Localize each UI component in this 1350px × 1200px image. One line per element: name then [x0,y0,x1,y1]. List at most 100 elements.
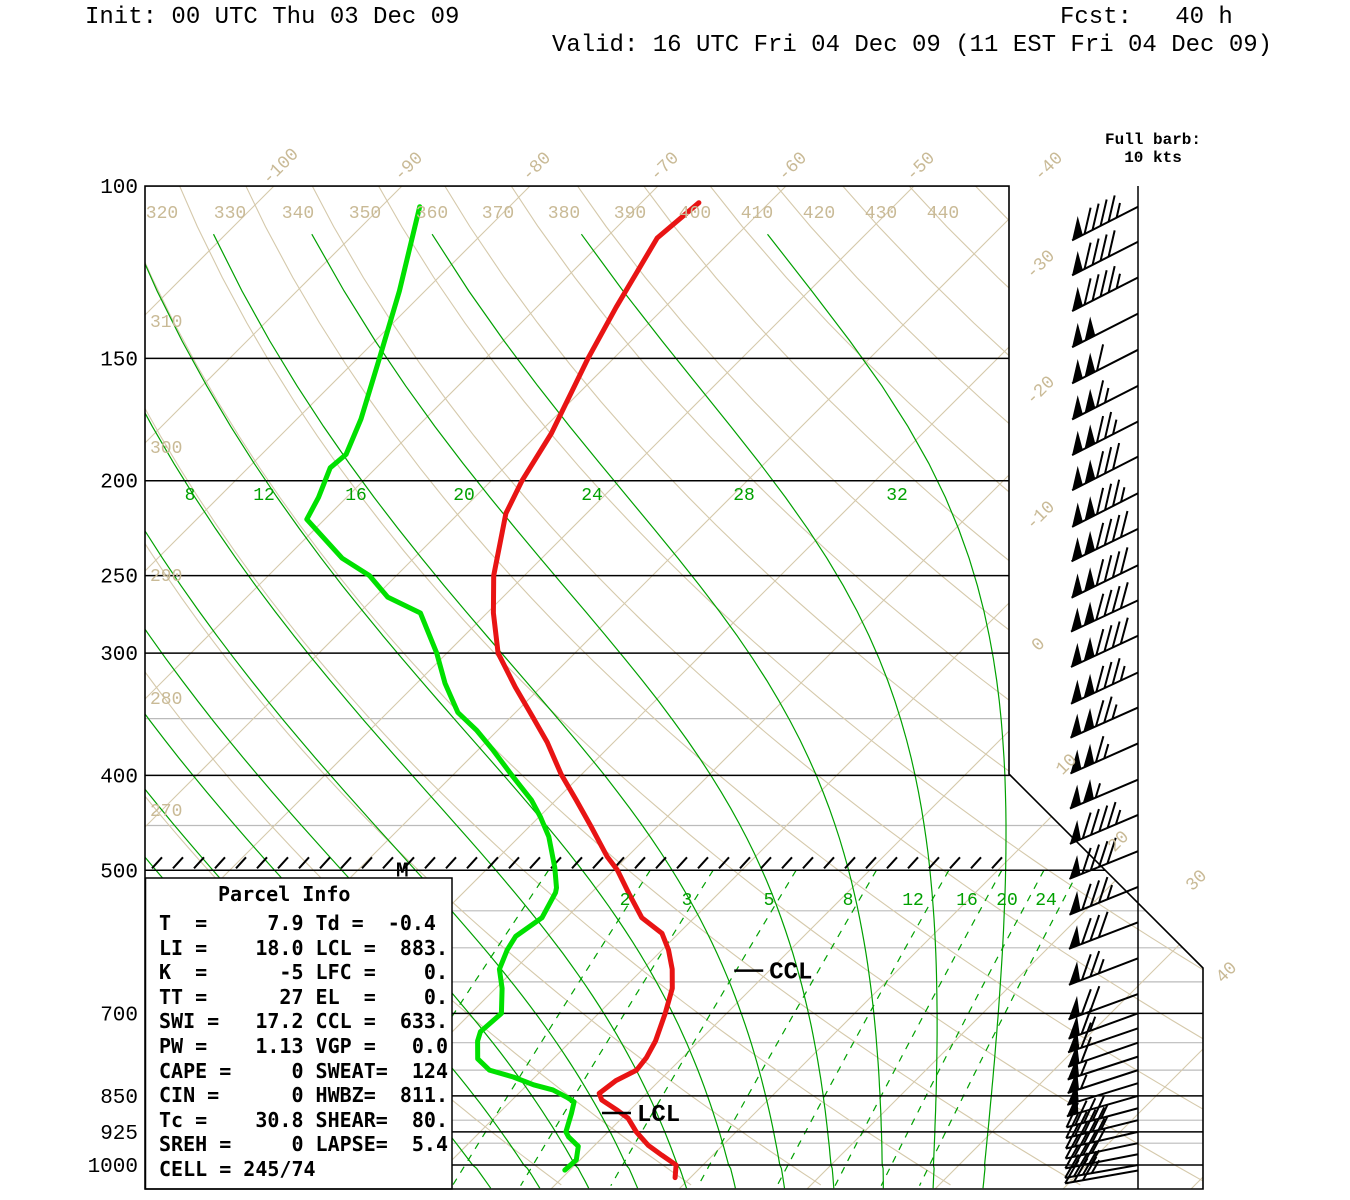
wind-barb-404 [1069,778,1139,810]
moist-adiabat-label-20: 20 [453,486,475,506]
hatch-tick [319,856,331,869]
isotherm-30 [934,186,1203,1189]
isotherm--90 [145,186,403,1189]
dry-adiabat-380 [564,186,1203,1186]
mixing-ratio-label-3: 3 [682,891,693,911]
isotherm-label-top--90: -90 [391,149,428,186]
dry-adiabat-label-410: 410 [741,204,773,224]
wind-barb-244 [1071,547,1139,599]
mixing-ratio-8 [697,869,877,1186]
isotherm-50 [1190,186,1203,1189]
moist-adiabat-label-16: 16 [345,486,367,506]
hatch-tick [256,856,268,869]
isotherm-label-right--20: -20 [1023,373,1060,410]
mixing-ratio-label-5: 5 [764,891,775,911]
pressure-label-250: 250 [100,567,138,590]
temperature-curve [490,200,702,1181]
hatch-tick [634,856,646,869]
hatch-tick [676,856,688,869]
hatch-tick [361,856,373,869]
dry-adiabat-340 [302,186,1203,1186]
wind-barb-124 [1071,265,1139,312]
sounding-profiles [304,200,702,1181]
dry-adiabat-label-340: 340 [282,204,314,224]
isotherm--60 [145,186,787,1189]
wind-barb-850 [1066,1093,1139,1118]
hatch-tick [802,856,814,869]
hatch-tick [592,856,604,869]
hatch-tick [172,856,184,869]
mixing-ratio-5 [610,869,797,1186]
level-markers: LCL CCL [601,960,812,1129]
dry-adiabat-label-left-310: 310 [150,313,182,333]
wind-barb-478 [1069,837,1139,880]
hatch-tick [697,856,709,869]
forecast-hour-label: Fcst: 40 h [1060,4,1233,31]
wind-barb-341 [1069,696,1139,739]
hatch-tick [928,856,940,869]
dry-adiabat-320 [171,186,1203,1186]
mixing-ratio-label-8: 8 [843,891,854,911]
hatch-tick [886,856,898,869]
hatch-tick [823,856,835,869]
moist-adiabat-20 [311,233,835,1189]
wind-barb-206 [1071,479,1139,528]
pressure-label-300: 300 [100,644,138,667]
dry-adiabat-350 [368,186,1203,1186]
moist-adiabat-label-28: 28 [733,486,755,506]
hatch-tick [382,856,394,869]
hatch-tick [340,856,352,869]
isotherm-label-right-40: 40 [1212,958,1241,987]
wind-barb-174 [1071,411,1139,456]
mixing-ratio-2 [451,869,651,1187]
isotherm-label-top--40: -40 [1031,149,1068,186]
wind-barb-legend-line1: Full barb: [1104,131,1202,149]
isotherm-0 [550,186,1203,1189]
hatch-tick [466,856,478,869]
wind-barb-750 [1067,1036,1139,1068]
isotherm--80 [145,186,531,1189]
hatch-tick [949,856,961,869]
wind-barb-135 [1071,312,1139,349]
wind-barb-189 [1071,442,1139,492]
hatch-tick [487,856,499,869]
wind-barb-439 [1069,801,1139,845]
hatched-level-line: M [151,856,1003,883]
moist-adiabat-32 [767,233,1007,1189]
pressure-label-850: 850 [100,1087,138,1110]
hatch-tick [844,856,856,869]
hatch-tick [403,856,415,869]
hatch-tick [718,856,730,869]
mixing-ratio-label-12: 12 [902,891,924,911]
dry-adiabat-label-360: 360 [416,204,448,224]
dry-adiabat-440 [958,186,1203,1186]
hatch-tick [865,856,877,869]
hatch-tick [214,856,226,869]
moist-adiabat-label-32: 32 [886,486,908,506]
pressure-label-925: 925 [100,1123,138,1146]
mixing-ratio-3 [520,869,714,1187]
valid-time-label: Valid: 16 UTC Fri 04 Dec 09 (11 EST Fri … [551,32,1273,59]
isotherm-label-top--80: -80 [519,149,556,186]
dry-adiabat-300 [145,186,951,1186]
isotherm-label-right--30: -30 [1023,247,1060,284]
dry-adiabat-label-left-300: 300 [150,439,182,459]
hatch-tick [424,856,436,869]
dry-adiabat-360 [433,186,1203,1186]
wind-barb-615 [1068,950,1139,986]
dry-adiabat-label-left-270: 270 [150,802,182,822]
dry-adiabat-420 [826,186,1203,1186]
ccl-label: CCL [769,960,812,987]
moist-adiabat-label-12: 12 [253,486,275,506]
mixing-ratio-label-20: 20 [996,891,1018,911]
wind-barb-224 [1071,510,1139,563]
isotherm--50 [145,186,915,1189]
parcel-info-box [144,877,453,1190]
hatch-tick [298,856,310,869]
moist-adiabat-28 [580,233,938,1189]
wind-barb-1013 [1064,1156,1139,1185]
mixing-ratio-16 [834,870,1003,1186]
isotherm-label-right--10: -10 [1023,498,1060,535]
